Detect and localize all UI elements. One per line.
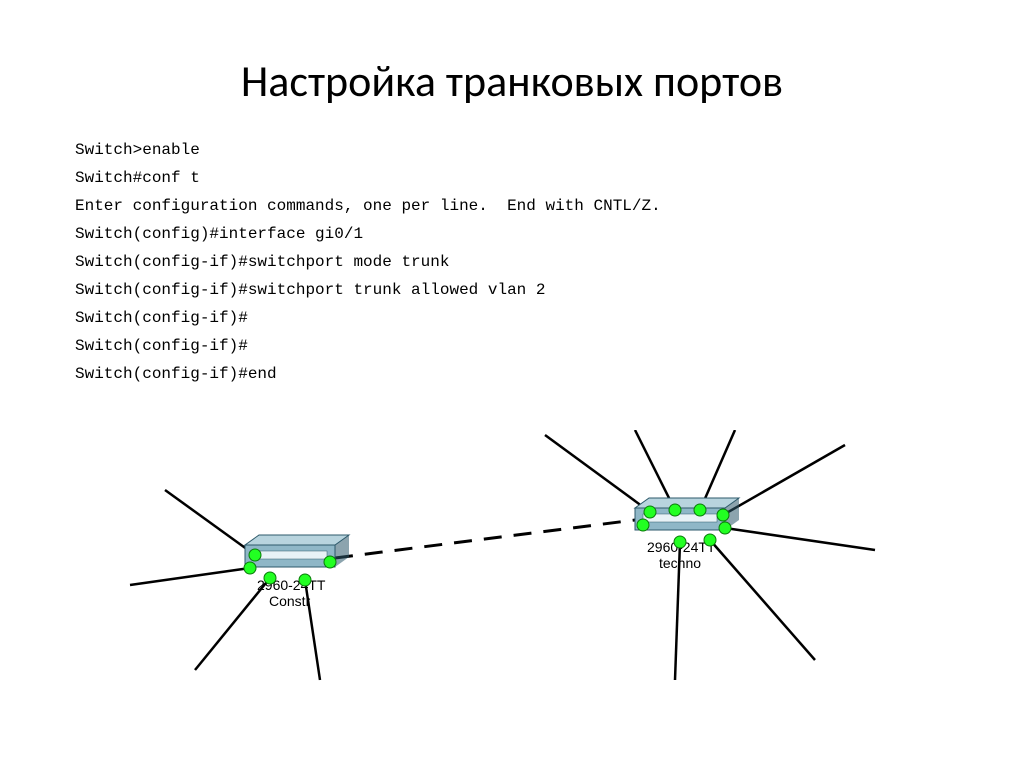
network-diagram: 2960-24TTConstr2960-24TTtechno (75, 430, 945, 700)
svg-text:Constr: Constr (269, 593, 311, 609)
slide-title: Настройка транковых портов (0, 54, 1024, 108)
cli-output: Switch>enable Switch#conf t Enter config… (75, 136, 661, 388)
svg-text:techno: techno (659, 555, 701, 571)
